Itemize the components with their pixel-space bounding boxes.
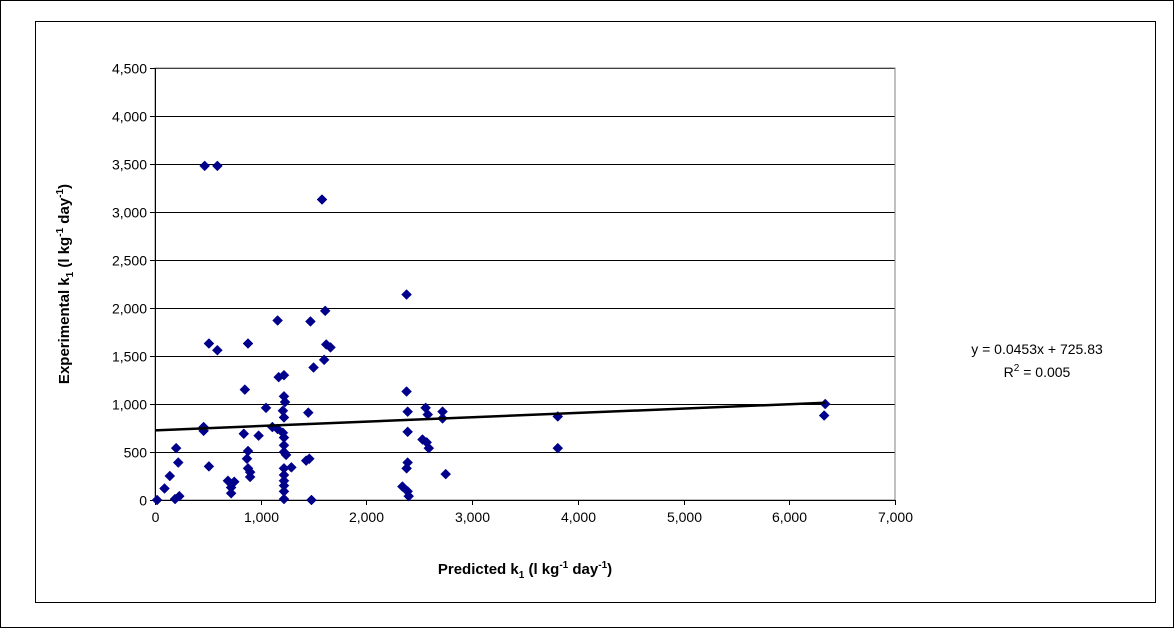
data-point bbox=[286, 462, 297, 473]
y-tick-label: 3,000 bbox=[112, 205, 147, 221]
data-point bbox=[278, 412, 290, 423]
data-point bbox=[203, 338, 215, 349]
data-point bbox=[212, 344, 223, 356]
x-tick-label: 6,000 bbox=[772, 509, 807, 525]
data-points bbox=[151, 160, 831, 506]
data-point bbox=[280, 449, 292, 461]
data-point bbox=[300, 455, 312, 466]
y-tick-label: 2,000 bbox=[112, 301, 147, 317]
x-axis-title: Predicted k1 (l kg-1 day-1) bbox=[438, 560, 612, 581]
data-point bbox=[403, 490, 415, 502]
chart-area-border bbox=[35, 21, 1156, 603]
data-point bbox=[278, 493, 290, 505]
data-point bbox=[401, 386, 412, 397]
data-point bbox=[440, 468, 452, 480]
data-point bbox=[253, 430, 264, 442]
data-point bbox=[239, 384, 251, 395]
data-point bbox=[319, 305, 331, 317]
data-point bbox=[401, 462, 412, 474]
x-tick-label: 2,000 bbox=[349, 509, 384, 525]
data-point bbox=[302, 407, 314, 418]
y-tick-label: 2,500 bbox=[112, 253, 147, 269]
data-point bbox=[402, 406, 414, 418]
y-tick-label: 1,000 bbox=[112, 397, 147, 413]
data-point bbox=[170, 442, 182, 454]
data-point bbox=[169, 493, 181, 505]
data-point bbox=[308, 362, 319, 373]
y-tick-label: 4,000 bbox=[112, 109, 147, 125]
y-tick-label: 1,500 bbox=[112, 349, 147, 365]
data-point bbox=[318, 354, 330, 366]
data-point bbox=[279, 396, 291, 408]
data-point bbox=[212, 160, 223, 172]
data-point bbox=[818, 410, 830, 421]
data-point bbox=[306, 494, 317, 506]
r-squared-label: R2 = 0.005 bbox=[1004, 363, 1071, 380]
data-point bbox=[402, 426, 414, 438]
data-point bbox=[260, 402, 272, 414]
x-tick-label: 7,000 bbox=[878, 509, 913, 525]
x-tick-label: 5,000 bbox=[667, 509, 702, 525]
data-point bbox=[423, 442, 435, 454]
data-point bbox=[325, 342, 336, 353]
x-tick-label: 0 bbox=[152, 509, 160, 525]
x-tick-label: 4,000 bbox=[561, 509, 596, 525]
y-axis-title: Experimental k1 (l kg-1 day-1) bbox=[55, 184, 76, 384]
trendline bbox=[154, 401, 826, 432]
data-point bbox=[305, 316, 316, 327]
data-point bbox=[272, 315, 283, 326]
data-point bbox=[225, 487, 237, 499]
y-tick-label: 500 bbox=[124, 445, 148, 461]
data-point bbox=[401, 289, 412, 300]
data-point bbox=[151, 494, 163, 506]
data-point bbox=[242, 338, 254, 349]
data-point bbox=[244, 471, 256, 483]
data-point bbox=[164, 470, 176, 482]
data-point bbox=[203, 461, 215, 472]
y-tick-label: 0 bbox=[139, 493, 147, 509]
x-tick-label: 1,000 bbox=[244, 509, 279, 525]
x-tick-label: 3,000 bbox=[455, 509, 490, 525]
data-point bbox=[159, 483, 170, 494]
trendline-equation: y = 0.0453x + 725.83 bbox=[971, 341, 1103, 357]
y-tick-label: 4,500 bbox=[112, 61, 147, 77]
data-point bbox=[172, 457, 184, 468]
data-point bbox=[316, 194, 328, 205]
axes: 0 500 1,000 1,500 2,000 2,500 3,000 3,500 4,000 4… bbox=[112, 61, 913, 526]
data-point bbox=[238, 428, 250, 440]
data-point bbox=[273, 371, 285, 383]
data-point bbox=[552, 442, 564, 454]
y-tick-label: 3,500 bbox=[112, 157, 147, 173]
data-point bbox=[199, 160, 211, 172]
trendline-line bbox=[154, 401, 826, 432]
data-point bbox=[241, 453, 253, 465]
